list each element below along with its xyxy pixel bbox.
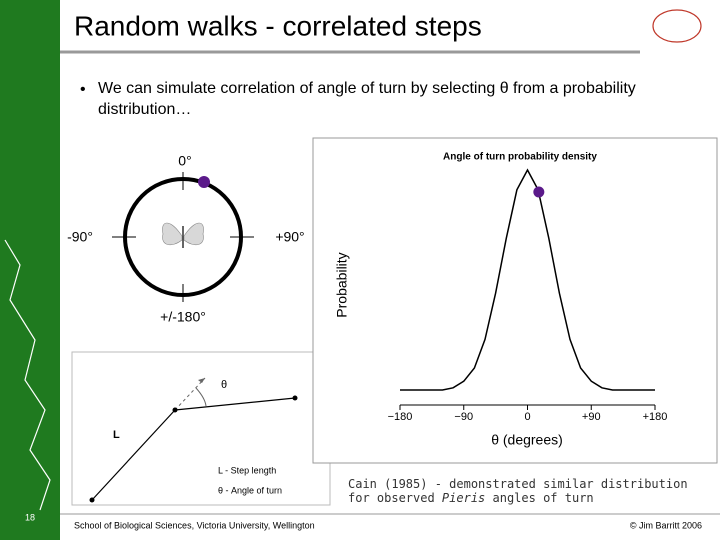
compass-top: 0° bbox=[178, 153, 191, 169]
page-number: 18 bbox=[25, 512, 35, 522]
highlight-dot bbox=[533, 186, 545, 198]
compass-left: -90° bbox=[67, 229, 93, 245]
y-axis-label: Probability bbox=[334, 252, 350, 317]
x-axis-label: θ (degrees) bbox=[491, 432, 563, 448]
extension-line bbox=[174, 377, 206, 411]
side-bar bbox=[0, 0, 60, 540]
step-point bbox=[172, 407, 178, 413]
step-line bbox=[91, 409, 176, 501]
x-tick-label: 0 bbox=[524, 411, 530, 423]
caption-before: Cain (1985) - demonstrated similar distr… bbox=[348, 477, 688, 505]
slide-title: Random walks - correlated steps bbox=[74, 10, 482, 41]
compass-dot bbox=[198, 176, 210, 188]
angle-label: θ bbox=[221, 379, 227, 391]
footer-school: School of Biological Sciences, Victoria … bbox=[74, 520, 315, 530]
logo bbox=[652, 9, 702, 43]
x-tick-label: −90 bbox=[454, 411, 473, 423]
legend-text: θ - Angle of turn bbox=[218, 485, 282, 495]
x-tick-label: −180 bbox=[388, 411, 413, 423]
caption-after: angles of turn bbox=[485, 491, 594, 505]
compass-bottom: +/-180° bbox=[160, 309, 206, 325]
angle-arc bbox=[195, 387, 207, 407]
bullet-dot: • bbox=[80, 81, 86, 98]
density-line bbox=[400, 168, 655, 391]
x-tick-label: +90 bbox=[582, 411, 601, 423]
step-box bbox=[71, 351, 331, 506]
caption-text: Cain (1985) - demonstrated similar distr… bbox=[348, 477, 708, 505]
step-point bbox=[89, 497, 95, 503]
walk-decoration bbox=[4, 239, 51, 511]
chart-title: Angle of turn probability density bbox=[443, 152, 597, 163]
x-tick-label: +180 bbox=[643, 411, 668, 423]
caption-italic: Pieris bbox=[441, 491, 486, 505]
step-line bbox=[174, 397, 296, 411]
chart-box bbox=[312, 137, 718, 464]
compass-ticks bbox=[112, 172, 254, 302]
arrow-head bbox=[198, 378, 205, 383]
chart: Angle of turn probability density θ (degr… bbox=[334, 152, 668, 448]
caption-box: Cain (1985) - demonstrated similar distr… bbox=[348, 477, 708, 505]
bullet-box: We can simulate correlation of angle of … bbox=[98, 80, 636, 118]
compass-right: +90° bbox=[275, 229, 304, 245]
butterfly bbox=[162, 222, 204, 248]
bullet-text: We can simulate correlation of angle of … bbox=[98, 80, 636, 118]
step-point bbox=[292, 395, 298, 401]
footer-copyright: © Jim Barritt 2006 bbox=[630, 520, 702, 530]
legend-text: L - Step length bbox=[218, 465, 276, 475]
length-label: L bbox=[113, 429, 120, 441]
